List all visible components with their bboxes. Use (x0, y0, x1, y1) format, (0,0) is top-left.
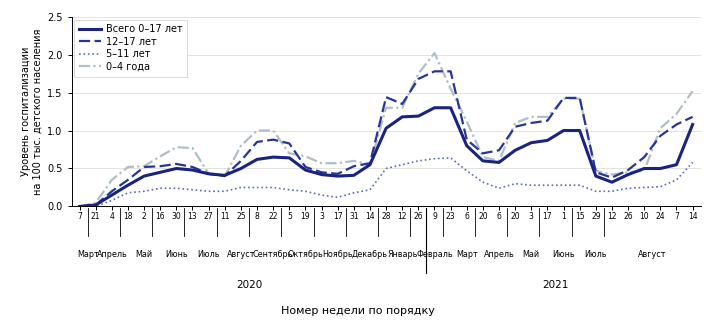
Text: Май: Май (136, 250, 153, 259)
Text: Март: Март (77, 250, 99, 259)
Text: Август: Август (227, 250, 255, 259)
Text: Июль: Июль (585, 250, 607, 259)
Text: Сентябрь: Сентябрь (253, 250, 293, 259)
Text: Июнь: Июнь (552, 250, 575, 259)
Text: Ноябрь: Ноябрь (322, 250, 353, 259)
Text: 2021: 2021 (542, 280, 568, 290)
Text: 2020: 2020 (236, 280, 262, 290)
Text: Январь: Январь (387, 250, 418, 259)
Text: Март: Март (456, 250, 478, 259)
Y-axis label: Уровень госпитализации
на 100 тыс. детского населения: Уровень госпитализации на 100 тыс. детск… (21, 28, 43, 195)
Text: Октябрь: Октябрь (287, 250, 323, 259)
Text: Апрель: Апрель (97, 250, 127, 259)
Text: Май: Май (523, 250, 540, 259)
Text: Номер недели по порядку: Номер недели по порядку (280, 306, 435, 316)
Text: Июль: Июль (197, 250, 220, 259)
Text: Декабрь: Декабрь (352, 250, 388, 259)
Text: Август: Август (638, 250, 666, 259)
Text: Июнь: Июнь (165, 250, 187, 259)
Text: Апрель: Апрель (483, 250, 514, 259)
Text: Февраль: Февраль (416, 250, 453, 259)
Legend: Всего 0–17 лет, 12–17 лет, 5–11 лет, 0–4 года: Всего 0–17 лет, 12–17 лет, 5–11 лет, 0–4… (74, 20, 187, 77)
